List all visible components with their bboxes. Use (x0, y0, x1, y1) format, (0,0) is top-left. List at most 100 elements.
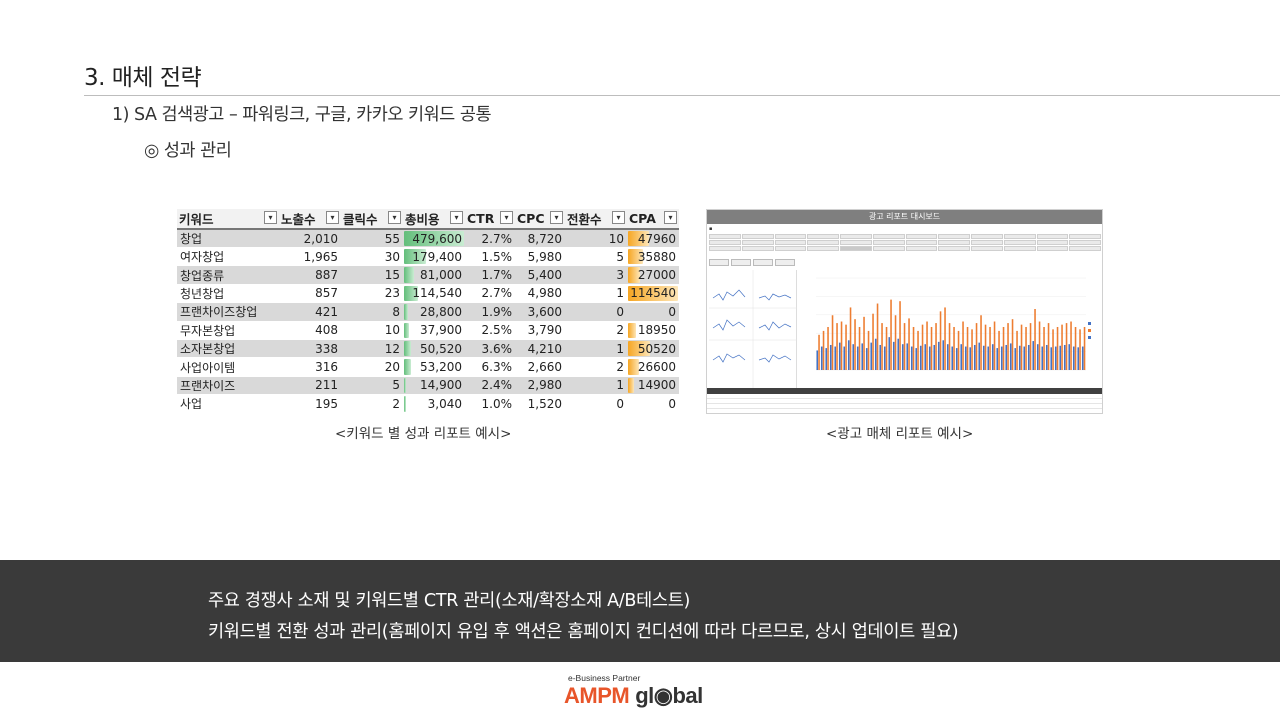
chart-bar-blue (960, 344, 963, 370)
chart-bar-blue (874, 338, 877, 370)
chart-bar-blue (1027, 344, 1030, 370)
column-header[interactable]: CPA ▾ (627, 209, 679, 230)
table-cell-conversions: 2 (565, 357, 627, 377)
cell-value: 3,790 (527, 323, 562, 338)
chart-bar-blue (1005, 344, 1008, 370)
chart-bar-orange (993, 321, 996, 370)
cell-value: 1,520 (527, 396, 562, 411)
cost-data-bar (404, 304, 408, 320)
month-slicer-button (774, 240, 807, 245)
table-row: 소자본창업 338 12 50,520 3.6% 4,210 1 50520 (177, 339, 679, 359)
cell-value: 114540 (630, 286, 676, 301)
metric-button (709, 259, 729, 266)
summary-band (0, 560, 1280, 662)
filter-dropdown-icon[interactable]: ▾ (550, 211, 563, 224)
cell-value: 18950 (637, 323, 676, 338)
cpa-data-bar (628, 267, 640, 283)
chart-bar-blue (1068, 344, 1071, 370)
month-slicer-button (971, 240, 1003, 245)
chart-bar-blue (829, 344, 832, 370)
chart-bar-blue (1045, 344, 1048, 370)
table-cell-cpa: 26600 (627, 357, 679, 377)
month-slicer-button (905, 234, 938, 239)
month-slicer-button (905, 246, 938, 251)
cell-value: 23 (384, 286, 400, 301)
month-slicer-button (807, 246, 839, 251)
table-cell-cpa: 27000 (627, 265, 679, 285)
chart-bar-orange (908, 318, 910, 370)
cell-value: 20 (384, 360, 400, 375)
table-cell-cpc: 4,980 (515, 284, 565, 304)
month-slicer-button (1069, 246, 1101, 251)
legend-swatch (1088, 329, 1091, 332)
month-slicer-button (872, 240, 905, 245)
filter-dropdown-icon[interactable]: ▾ (388, 211, 401, 224)
table-row: 프랜차이즈창업 421 8 28,800 1.9% 3,600 0 0 (177, 302, 679, 322)
filter-dropdown-icon[interactable]: ▾ (264, 211, 277, 224)
cell-value: 2,980 (527, 378, 562, 393)
chart-bar-blue (870, 342, 873, 370)
column-header[interactable]: CTR ▾ (465, 209, 515, 230)
brand-logo: AMPM gl◉bal (564, 683, 703, 709)
table-cell-cost: 479,600 (403, 229, 465, 248)
month-slicer-button (905, 240, 938, 245)
column-header[interactable]: CPC ▾ (515, 209, 565, 230)
month-slicer-button (872, 246, 905, 251)
chart-bar-orange (989, 326, 991, 370)
filter-dropdown-icon[interactable]: ▾ (612, 211, 625, 224)
cell-value: 2.5% (481, 323, 513, 338)
filter-dropdown-icon[interactable]: ▾ (664, 211, 677, 224)
table-header-row: 키워드 ▾ 노출수 ▾ 클릭수 ▾ 총비용 ▾ CTR ▾ CPC ▾ 전환수 ▾ CPA ▾ (177, 209, 679, 230)
cell-value: 114,540 (412, 286, 462, 301)
chart-bar-orange (1034, 309, 1036, 370)
chart-bar-blue (1000, 346, 1003, 370)
chart-bar-blue (861, 343, 864, 370)
cell-value: 2 (392, 396, 400, 411)
chart-bar-orange (827, 326, 829, 370)
table-cell-conversions: 5 (565, 247, 627, 267)
chart-bar-blue (1014, 348, 1017, 370)
column-header[interactable]: 노출수 ▾ (279, 209, 341, 230)
metric-button (753, 259, 773, 266)
summary-table-row (707, 404, 1102, 409)
chart-bar-orange (1052, 329, 1054, 370)
chart-bar-orange (912, 326, 915, 370)
table-cell-impressions: 211 (279, 376, 341, 396)
brand-name-secondary: gl◉bal (635, 683, 703, 708)
month-slicer-button (1003, 240, 1036, 245)
cell-value: 8 (392, 304, 400, 319)
cpa-data-bar (628, 340, 650, 357)
table-cell-keyword: 여자창업 (177, 247, 279, 267)
chart-bar-orange (948, 323, 951, 370)
table-cell-cost: 81,000 (403, 265, 465, 285)
table-row: 청년창업 857 23 114,540 2.7% 4,980 1 114540 (177, 284, 679, 304)
chart-bar-blue (820, 346, 823, 370)
table-row: 창업종류 887 15 81,000 1.7% 5,400 3 27000 (177, 265, 679, 285)
cell-value: 479,600 (412, 231, 462, 246)
column-header-label: 키워드 (179, 212, 214, 227)
column-header[interactable]: 키워드 ▾ (177, 209, 279, 230)
cpa-data-bar (628, 322, 637, 338)
chart-bar-blue (955, 348, 958, 370)
month-slicer-button (938, 246, 970, 251)
column-header[interactable]: 총비용 ▾ (403, 209, 465, 230)
table-cell-cost: 37,900 (403, 321, 465, 340)
chart-bar-blue (919, 345, 922, 370)
cell-value: 28,800 (420, 304, 462, 319)
cell-value: 14,900 (420, 378, 462, 393)
chart-bar-orange (822, 330, 825, 370)
month-slicer-button (1003, 246, 1036, 251)
column-header[interactable]: 전환수 ▾ (565, 209, 627, 230)
cost-data-bar (404, 285, 419, 302)
table-cell-conversions: 10 (565, 229, 627, 248)
column-header[interactable]: 클릭수 ▾ (341, 209, 403, 230)
chart-bar-blue (825, 348, 828, 370)
table-cell-cost: 114,540 (403, 284, 465, 304)
table-cell-cpc: 2,660 (515, 357, 565, 377)
cell-value: 179,400 (412, 249, 462, 264)
filter-dropdown-icon[interactable]: ▾ (326, 211, 339, 224)
table-cell-ctr: 2.5% (465, 321, 515, 340)
filter-dropdown-icon[interactable]: ▾ (500, 211, 513, 224)
filter-dropdown-icon[interactable]: ▾ (450, 211, 463, 224)
cell-value: 1.5% (481, 249, 513, 264)
